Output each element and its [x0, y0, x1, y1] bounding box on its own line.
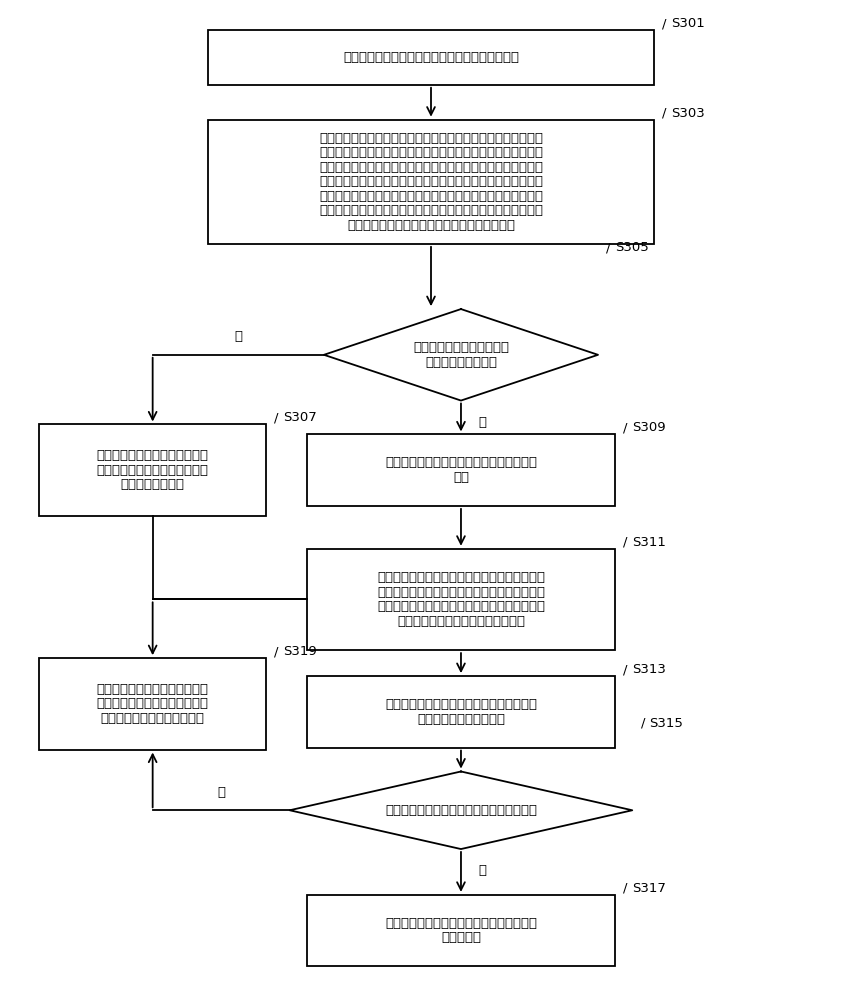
Bar: [39, 424, 266, 516]
Text: 第二优先级用户识别卡设置为所述第二用户识别卡，其中，在所: 第二优先级用户识别卡设置为所述第二用户识别卡，其中，在所: [319, 190, 542, 203]
Text: 述第二用户识别卡: 述第二用户识别卡: [121, 478, 184, 491]
Text: 操作界面，并通过所述操作界面接收选择指令，: 操作界面，并通过所述操作界面接收选择指令，: [376, 586, 544, 599]
Text: S303: S303: [670, 107, 703, 120]
Bar: [39, 658, 266, 750]
Text: /: /: [623, 882, 628, 895]
Text: /: /: [274, 411, 279, 424]
Text: 标通信应用: 标通信应用: [441, 931, 480, 944]
Text: S305: S305: [615, 241, 648, 254]
Text: /: /: [661, 107, 666, 120]
Bar: [307, 549, 615, 650]
Text: 否: 否: [478, 416, 486, 429]
Text: /: /: [640, 717, 644, 730]
Text: 卡时，采用所述第一优先级用户: 卡时，采用所述第一优先级用户: [96, 697, 208, 710]
Text: 根据所述用户识别卡设置指令从所述至少两张用户识别卡中获取: 根据所述用户识别卡设置指令从所述至少两张用户识别卡中获取: [319, 132, 542, 145]
Text: 所述用户输入的验证密码: 所述用户输入的验证密码: [417, 713, 505, 726]
Text: 述终端接收到针对所述目标通信应用触发的执行指令后，采用所: 述终端接收到针对所述目标通信应用触发的执行指令后，采用所: [319, 204, 542, 217]
Text: /: /: [623, 663, 628, 676]
Text: 先级用户识别卡设置为所述第一用户识别卡，从所述至少两张用: 先级用户识别卡设置为所述第一用户识别卡，从所述至少两张用: [319, 161, 542, 174]
Text: 优先级用户识别卡切换设置为所: 优先级用户识别卡切换设置为所: [96, 464, 208, 477]
Text: S311: S311: [631, 536, 666, 549]
Text: S307: S307: [283, 411, 317, 424]
Text: 用户选择的第一用户识别卡，将所述目标通信应用对应的第一优: 用户选择的第一用户识别卡，将所述目标通信应用对应的第一优: [319, 146, 542, 159]
Bar: [307, 895, 615, 966]
Text: S319: S319: [283, 645, 317, 658]
Text: S301: S301: [670, 17, 703, 30]
Text: 当选择所述第一优先级用户识别: 当选择所述第一优先级用户识别: [96, 683, 208, 696]
Text: 否: 否: [217, 786, 225, 799]
Text: S315: S315: [648, 717, 683, 730]
Text: 根据所述执行指令生成所述目标通信应用对应的: 根据所述执行指令生成所述目标通信应用对应的: [376, 571, 544, 584]
Bar: [307, 434, 615, 506]
Text: /: /: [661, 17, 666, 30]
Text: S313: S313: [631, 663, 666, 676]
Text: 当选择所述第二优先级用户识别卡时，接收: 当选择所述第二优先级用户识别卡时，接收: [385, 698, 536, 711]
Text: 是: 是: [478, 864, 486, 877]
Text: 是: 是: [234, 330, 242, 343]
Text: 识别卡执行所述目标通信应用: 识别卡执行所述目标通信应用: [101, 712, 204, 725]
Text: S309: S309: [631, 421, 665, 434]
Text: 用户识别卡切换条件: 用户识别卡切换条件: [424, 356, 497, 369]
Text: 将所述目标通信应用对应的第一: 将所述目标通信应用对应的第一: [96, 449, 208, 462]
Bar: [208, 30, 653, 85]
Text: 检测所述终端是否满足预设: 检测所述终端是否满足预设: [412, 341, 508, 354]
Text: /: /: [605, 241, 610, 254]
Text: 接收针对所述目标通信应用触发的所述执行: 接收针对所述目标通信应用触发的所述执行: [385, 456, 536, 469]
Text: 接收针对目标通信应用触发的用户识别卡设置指令: 接收针对目标通信应用触发的用户识别卡设置指令: [343, 51, 518, 64]
Text: S317: S317: [631, 882, 666, 895]
Text: 所述选择指令用于指示选择所述第一优先级用户: 所述选择指令用于指示选择所述第一优先级用户: [376, 600, 544, 613]
Text: /: /: [623, 421, 628, 434]
Text: 指令: 指令: [452, 471, 468, 484]
Bar: [307, 676, 615, 748]
Text: 采用所述第二优先级用户识别卡执行所述目: 采用所述第二优先级用户识别卡执行所述目: [385, 917, 536, 930]
Text: 判断所述验证密码与所述预设密码是否匹配: 判断所述验证密码与所述预设密码是否匹配: [385, 804, 536, 817]
Text: 述第一优先级用户识别卡执行所述目标通信应用: 述第一优先级用户识别卡执行所述目标通信应用: [347, 219, 514, 232]
Text: /: /: [623, 536, 628, 549]
Bar: [208, 120, 653, 244]
Text: 户识别卡中获取第二用户识别卡，并将所述目标通信应用对应的: 户识别卡中获取第二用户识别卡，并将所述目标通信应用对应的: [319, 175, 542, 188]
Text: /: /: [274, 645, 279, 658]
Text: 识别卡或所述第二优先级用户识别卡: 识别卡或所述第二优先级用户识别卡: [397, 615, 524, 628]
